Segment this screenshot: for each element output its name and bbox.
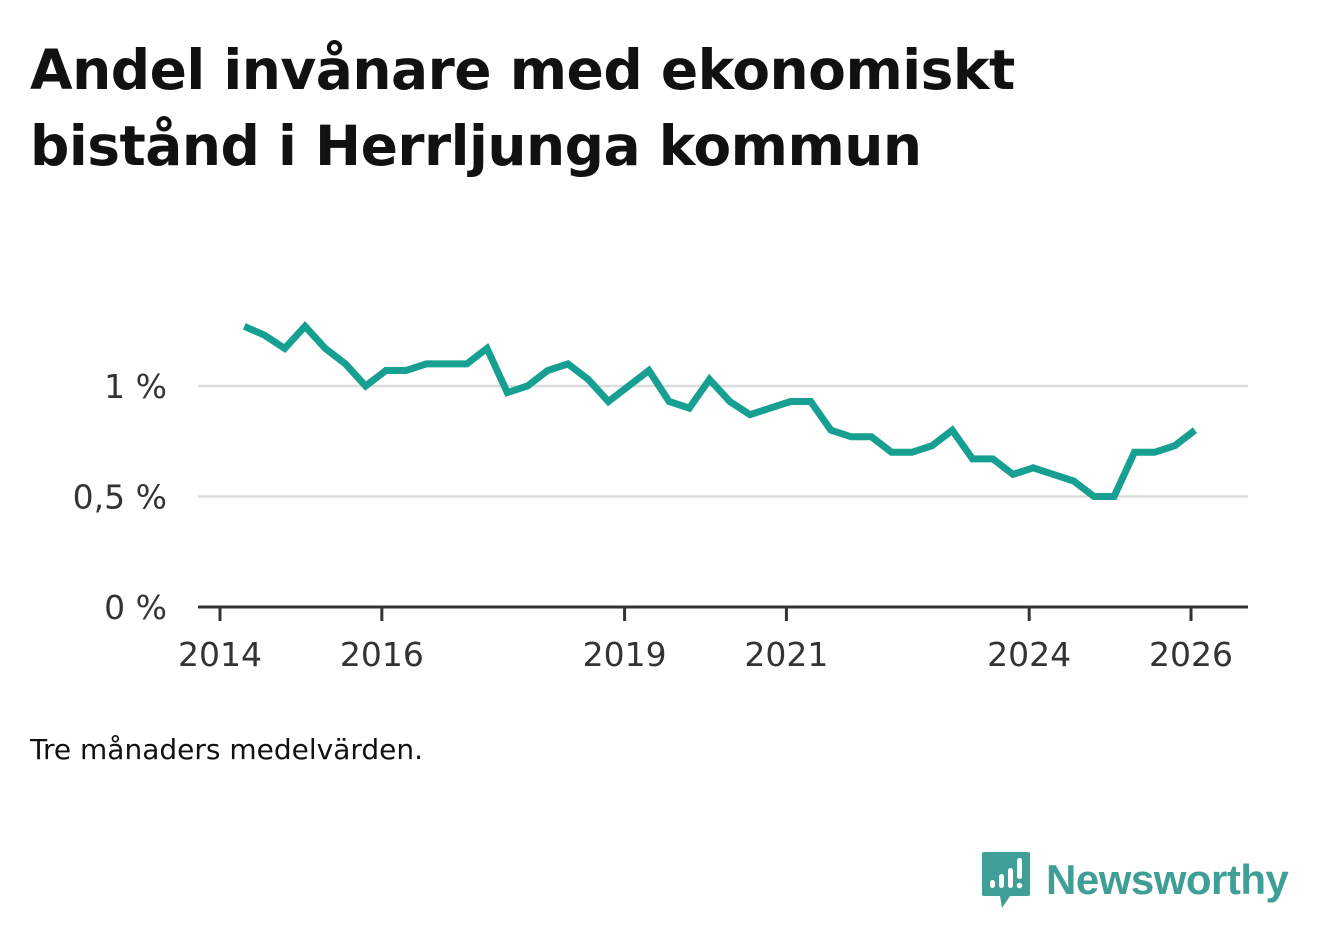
x-tick-label: 2014 (178, 635, 262, 674)
x-tick-label: 2024 (987, 635, 1071, 674)
gridlines (198, 384, 1248, 498)
x-tick-label: 2026 (1149, 635, 1233, 674)
data-series (242, 321, 1198, 500)
y-tick-label: 0 % (104, 588, 167, 627)
y-tick-label: 1 % (104, 367, 167, 406)
footnote: Tre månaders medelvärden. (30, 733, 424, 766)
chart-title-line-1: Andel invånare med ekonomiskt (30, 38, 1015, 102)
x-tick-label: 2019 (583, 635, 667, 674)
x-tick-label: 2016 (340, 635, 424, 674)
brand-name: Newsworthy (1046, 856, 1289, 903)
series-line (242, 321, 1198, 500)
chart-title: Andel invånare med ekonomiskt bistånd i … (30, 32, 1230, 184)
x-tick-label: 2021 (744, 635, 828, 674)
y-axis-tick-labels: 0 % 0,5 % 1 % (73, 367, 167, 627)
y-tick-label: 0,5 % (73, 478, 167, 517)
newsworthy-logo-icon (982, 852, 1030, 908)
x-axis: 2014 2016 2019 2021 2024 2026 (178, 605, 1248, 674)
chart-title-line-2: bistånd i Herrljunga kommun (30, 114, 922, 178)
brand-logo[interactable]: Newsworthy (980, 848, 1289, 912)
